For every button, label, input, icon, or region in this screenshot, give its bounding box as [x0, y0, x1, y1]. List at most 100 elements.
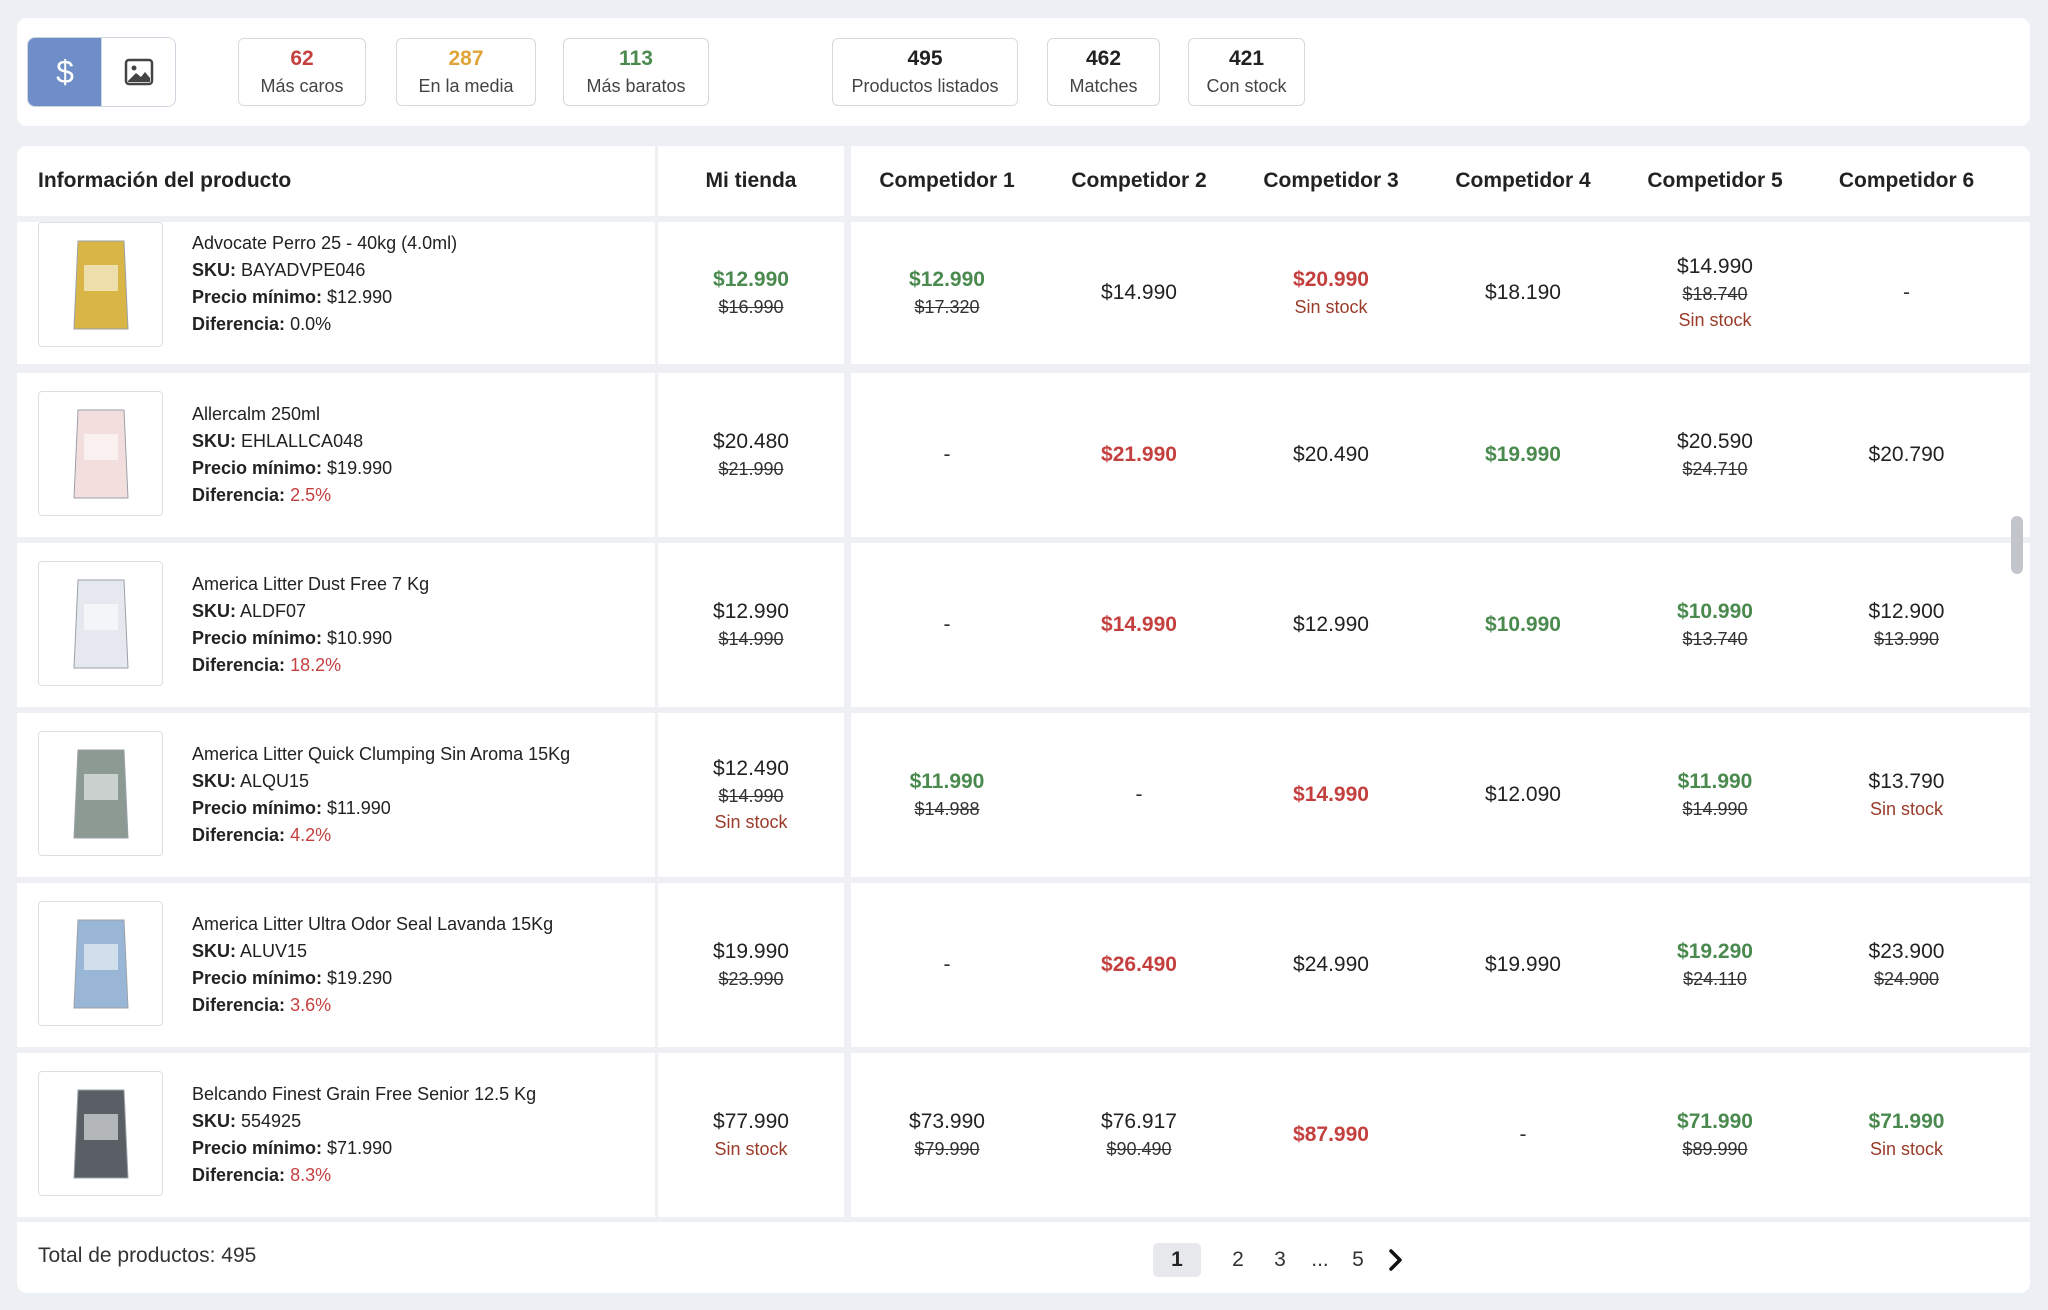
stat-more-expensive[interactable]: 62 Más caros — [238, 38, 366, 106]
competitor-3-price-cell: $20.990 Sin stock — [1235, 222, 1427, 364]
product-sku-label: SKU: — [192, 601, 236, 621]
no-match-dash: - — [943, 953, 951, 976]
current-price: $10.990 — [1485, 613, 1561, 636]
table-scrollbar[interactable] — [2011, 516, 2023, 574]
product-thumbnail[interactable] — [38, 391, 163, 516]
current-price: $12.490 — [713, 757, 789, 780]
product-details: Advocate Perro 25 - 40kg (4.0ml) SKU: BAY… — [192, 230, 457, 338]
product-sku-label: SKU: — [192, 771, 236, 791]
product-difference-label: Diferencia: — [192, 995, 286, 1015]
product-difference: Diferencia: 2.5% — [192, 482, 392, 509]
my-store-price-cell: $12.990 $14.990 — [658, 543, 844, 707]
stat-value: 287 — [448, 47, 484, 70]
product-sku-value: ALDF07 — [240, 601, 307, 621]
no-match-dash: - — [1903, 281, 1910, 304]
no-stock-label: Sin stock — [714, 1139, 788, 1159]
product-thumbnail[interactable] — [38, 561, 163, 686]
competitor-5-price-cell: $20.590 $24.710 — [1619, 373, 1811, 537]
product-name[interactable]: Belcando Finest Grain Free Senior 12.5 K… — [192, 1084, 537, 1104]
my-store-price-cell: $19.990 $23.990 — [658, 883, 844, 1047]
next-page-button[interactable] — [1381, 1243, 1411, 1277]
product-sku-value: ALQU15 — [240, 771, 310, 791]
product-difference-value: 4.2% — [290, 825, 332, 845]
current-price: $19.990 — [1485, 953, 1561, 976]
current-price: $12.990 — [713, 600, 789, 623]
product-image-icon — [72, 1089, 129, 1178]
total-products: Total de productos: 495 — [38, 1244, 257, 1267]
stat-label: Más baratos — [586, 76, 686, 96]
product-thumbnail[interactable] — [38, 222, 163, 347]
my-store-price-cell: $12.990 $16.990 — [658, 222, 844, 364]
stat-value: 62 — [290, 47, 314, 70]
no-match-dash: - — [943, 613, 951, 636]
product-image-icon — [72, 919, 129, 1008]
page-button-3[interactable]: 3 — [1274, 1248, 1286, 1271]
product-thumbnail[interactable] — [38, 1071, 163, 1196]
row-spacer — [2002, 222, 2030, 364]
header-competitor-1: Competidor 1 — [851, 146, 1043, 216]
product-sku: SKU: ALUV15 — [192, 938, 553, 965]
page-button-2[interactable]: 2 — [1232, 1248, 1244, 1271]
page-button-5[interactable]: 5 — [1352, 1248, 1364, 1271]
product-difference-label: Diferencia: — [192, 1165, 286, 1185]
comparison-table: Información del producto Mi tienda Compe… — [17, 146, 2030, 1221]
product-thumbnail[interactable] — [38, 731, 163, 856]
product-difference: Diferencia: 3.6% — [192, 992, 553, 1019]
product-difference-label: Diferencia: — [192, 825, 286, 845]
stat-label: Más caros — [260, 76, 344, 96]
product-name[interactable]: America Litter Dust Free 7 Kg — [192, 574, 430, 594]
competitor-2-price-cell: $21.990 — [1043, 373, 1235, 537]
current-price: $12.900 — [1868, 600, 1945, 623]
previous-price: $23.990 — [718, 969, 784, 989]
competitor-6-price-cell: $12.900 $13.990 — [1811, 543, 2002, 707]
product-difference-value: 18.2% — [290, 655, 342, 675]
competitor-1-price-cell: - — [851, 543, 1043, 707]
product-name[interactable]: America Litter Quick Clumping Sin Aroma … — [192, 744, 571, 764]
current-price: $23.900 — [1868, 940, 1945, 963]
product-details: America Litter Ultra Odor Seal Lavanda 1… — [192, 911, 553, 1019]
current-price: $24.990 — [1293, 953, 1369, 976]
current-price: $20.480 — [713, 430, 789, 453]
product-difference: Diferencia: 0.0% — [192, 311, 457, 338]
current-price: $11.990 — [1677, 770, 1753, 793]
stat-label: En la media — [418, 76, 514, 96]
product-difference-label: Diferencia: — [192, 314, 286, 334]
row-spacer — [2002, 713, 2030, 877]
previous-price: $13.740 — [1682, 629, 1748, 649]
stat-value: 113 — [619, 47, 653, 70]
no-match-dash: - — [1135, 783, 1143, 806]
stat-listed-products: 495 Productos listados — [832, 38, 1018, 106]
product-min-price-value: $19.990 — [327, 458, 393, 478]
image-view-button[interactable] — [101, 38, 175, 106]
competitor-1-price-cell: $12.990 $17.320 — [851, 222, 1043, 364]
previous-price: $24.710 — [1682, 459, 1748, 479]
chevron-right-icon — [1389, 1249, 1402, 1271]
row-spacer — [2002, 1053, 2030, 1217]
stat-average[interactable]: 287 En la media — [396, 38, 536, 106]
current-price: $77.990 — [713, 1110, 789, 1133]
stat-value: 495 — [907, 47, 943, 70]
product-sku: SKU: BAYADVPE046 — [192, 257, 457, 284]
product-sku-label: SKU: — [192, 941, 236, 961]
stat-value: 421 — [1228, 47, 1265, 70]
current-price: $14.990 — [1677, 255, 1753, 278]
product-name[interactable]: America Litter Ultra Odor Seal Lavanda 1… — [192, 914, 554, 934]
competitor-5-price-cell: $10.990 $13.740 — [1619, 543, 1811, 707]
product-name[interactable]: Advocate Perro 25 - 40kg (4.0ml) — [192, 233, 458, 253]
stat-cheaper[interactable]: 113 Más baratos — [563, 38, 709, 106]
price-view-button[interactable]: $ — [28, 38, 101, 106]
page-ellipsis: ... — [1311, 1248, 1329, 1271]
previous-price: $14.990 — [718, 629, 784, 649]
page-button-1[interactable]: 1 — [1153, 1243, 1201, 1277]
product-name[interactable]: Allercalm 250ml — [192, 404, 321, 424]
no-stock-label: Sin stock — [1294, 297, 1368, 317]
product-min-price-label: Precio mínimo: — [192, 798, 323, 818]
product-min-price-value: $11.990 — [327, 798, 391, 818]
product-thumbnail[interactable] — [38, 901, 163, 1026]
header-my-store: Mi tienda — [658, 146, 844, 216]
previous-price: $14.990 — [1682, 799, 1748, 819]
current-price: $71.990 — [1677, 1110, 1753, 1133]
current-price: $14.990 — [1293, 783, 1369, 806]
competitor-4-price-cell: $19.990 — [1427, 883, 1619, 1047]
previous-price: $90.490 — [1106, 1139, 1172, 1159]
